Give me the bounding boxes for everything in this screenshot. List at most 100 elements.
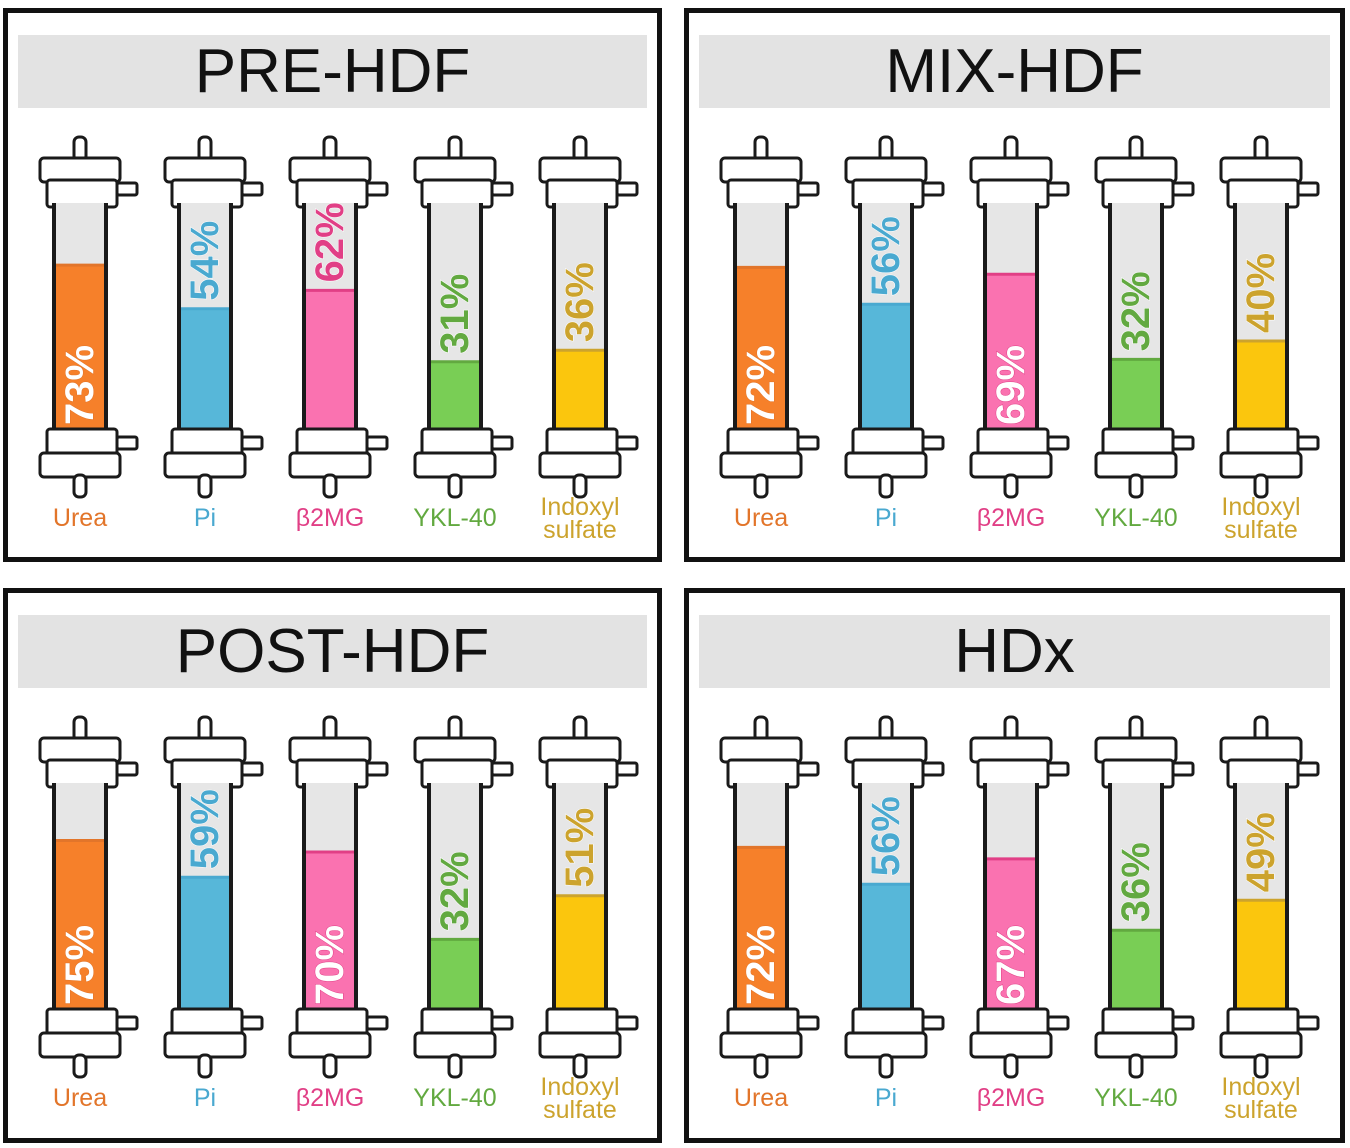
bottom-nozzle — [1128, 1053, 1144, 1079]
bottom-cap — [538, 1031, 622, 1059]
top-cap — [1219, 156, 1303, 184]
bottom-side-port — [365, 1015, 389, 1031]
bottom-cap — [288, 451, 372, 479]
dialyzer-2mg: 62% β2MG — [288, 135, 389, 532]
bottom-nozzle — [878, 1053, 894, 1079]
top-cap — [413, 736, 497, 764]
bar-urea — [55, 840, 105, 1013]
category-label-urea: Urea — [53, 1084, 107, 1112]
value-label-indoxyl-sulfate: 40% — [1239, 253, 1283, 333]
dialyzer-ykl-40: 32% YKL-40 — [413, 715, 514, 1112]
category-label-line: Indoxyl — [540, 493, 619, 521]
dialyzer-urea: 72% Urea — [719, 715, 820, 1112]
top-side-port — [921, 761, 945, 777]
bottom-nozzle — [447, 473, 463, 499]
top-cap — [1094, 736, 1178, 764]
top-cap — [38, 736, 122, 764]
dialyzer-2mg: 69% β2MG — [969, 135, 1070, 532]
top-side-port — [921, 181, 945, 197]
top-collar — [420, 178, 494, 209]
bar-2mg — [305, 290, 355, 433]
bottom-nozzle — [753, 1053, 769, 1079]
bottom-side-port — [615, 435, 639, 451]
dialyzer-chart: 72% Urea 56% Pi 67% β2MG 36% YKL-40 49% Indoxyl su… — [719, 715, 1320, 1124]
bottom-side-port — [490, 435, 514, 451]
category-label-line: sulfate — [543, 1096, 617, 1124]
dialyzer-indoxyl-sulfate: 36% Indoxyl sulfate — [538, 135, 639, 544]
top-side-port — [240, 181, 264, 197]
value-label-ykl-40: 36% — [1114, 842, 1158, 922]
top-collar — [545, 178, 619, 209]
category-label-line: sulfate — [543, 516, 617, 544]
bottom-nozzle — [753, 473, 769, 499]
bottom-side-port — [615, 1015, 639, 1031]
value-label-ykl-40: 32% — [433, 851, 477, 931]
bar-indoxyl-sulfate — [555, 895, 605, 1013]
panel-title: HDx — [954, 617, 1075, 686]
top-side-port — [365, 761, 389, 777]
bottom-cap — [1219, 1031, 1303, 1059]
dialyzer-urea: 72% Urea — [719, 135, 820, 532]
top-collar — [1226, 178, 1300, 209]
value-label-indoxyl-sulfate: 49% — [1239, 812, 1283, 892]
top-cap — [1094, 156, 1178, 184]
top-side-port — [796, 181, 820, 197]
top-cap — [1219, 736, 1303, 764]
bottom-cap — [719, 451, 803, 479]
top-collar — [726, 178, 800, 209]
category-label-2mg: β2MG — [977, 1084, 1046, 1112]
category-label-ykl-40: YKL-40 — [413, 504, 496, 532]
top-side-port — [240, 761, 264, 777]
top-collar — [851, 178, 925, 209]
category-label-line: Indoxyl — [1221, 493, 1300, 521]
dialyzer-pi: 54% Pi — [163, 135, 264, 532]
panel-title: POST-HDF — [175, 617, 490, 686]
top-side-port — [115, 181, 139, 197]
value-label-pi: 54% — [183, 221, 227, 301]
bottom-cap — [719, 1031, 803, 1059]
dialyzer-ykl-40: 31% YKL-40 — [413, 135, 514, 532]
bottom-side-port — [1046, 435, 1070, 451]
category-label-line: Indoxyl — [1221, 1073, 1300, 1101]
bottom-side-port — [240, 1015, 264, 1031]
bar-2mg — [305, 852, 355, 1013]
bottom-cap — [163, 1031, 247, 1059]
bottom-nozzle — [572, 473, 588, 499]
top-collar — [170, 758, 244, 789]
top-collar — [295, 758, 369, 789]
value-label-indoxyl-sulfate: 51% — [558, 808, 602, 888]
panel-header: MIX-HDF — [699, 35, 1330, 108]
dialyzer-indoxyl-sulfate: 40% Indoxyl sulfate — [1219, 135, 1320, 544]
top-cap — [844, 736, 928, 764]
dialyzer-ykl-40: 36% YKL-40 — [1094, 715, 1195, 1112]
bottom-nozzle — [72, 1053, 88, 1079]
bottom-nozzle — [1253, 473, 1269, 499]
top-collar — [545, 758, 619, 789]
bottom-side-port — [1296, 1015, 1320, 1031]
category-label-indoxyl-sulfate: Indoxyl sulfate — [540, 1073, 619, 1124]
bottom-side-port — [240, 435, 264, 451]
bottom-cap — [969, 451, 1053, 479]
top-collar — [976, 178, 1050, 209]
top-side-port — [1046, 761, 1070, 777]
bottom-side-port — [796, 1015, 820, 1031]
dialyzer-ykl-40: 32% YKL-40 — [1094, 135, 1195, 532]
bottom-cap — [538, 451, 622, 479]
category-label-line: sulfate — [1224, 516, 1298, 544]
bottom-cap — [844, 451, 928, 479]
bottom-nozzle — [197, 473, 213, 499]
bar-pi — [180, 877, 230, 1013]
dialyzer-chart: 75% Urea 59% Pi 70% β2MG 32% YKL-40 51% Indoxyl su… — [38, 715, 639, 1124]
bottom-side-port — [796, 435, 820, 451]
category-label-indoxyl-sulfate: Indoxyl sulfate — [1221, 493, 1300, 544]
bar-indoxyl-sulfate — [1236, 341, 1286, 433]
bottom-cap — [163, 451, 247, 479]
dialyzer-chart: 72% Urea 56% Pi 69% β2MG 32% YKL-40 40% Indoxyl su… — [719, 135, 1320, 544]
top-collar — [726, 758, 800, 789]
panel-header: PRE-HDF — [18, 35, 647, 108]
bottom-nozzle — [197, 1053, 213, 1079]
top-side-port — [365, 181, 389, 197]
bottom-side-port — [1046, 1015, 1070, 1031]
top-side-port — [615, 181, 639, 197]
bottom-side-port — [115, 1015, 139, 1031]
